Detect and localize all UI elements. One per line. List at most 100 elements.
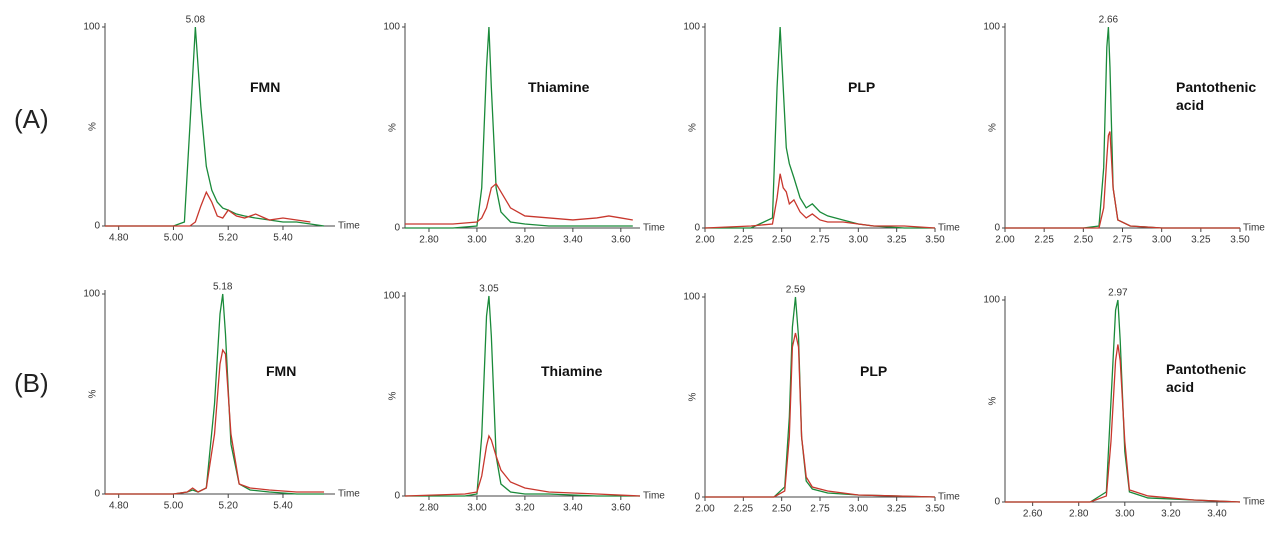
y-tick-label: 0 bbox=[694, 492, 700, 503]
x-tick-label: 3.60 bbox=[611, 235, 631, 246]
x-tick-label: 3.50 bbox=[925, 235, 945, 246]
x-tick-label: 5.20 bbox=[218, 501, 238, 512]
y-axis-label: % bbox=[388, 391, 399, 400]
x-axis-label: Time bbox=[643, 223, 665, 234]
y-tick-label: 100 bbox=[683, 292, 700, 303]
x-tick-label: 2.75 bbox=[810, 504, 830, 515]
x-tick-label: 3.00 bbox=[849, 235, 869, 246]
x-tick-label: 5.40 bbox=[273, 233, 293, 244]
series-line bbox=[105, 190, 311, 227]
y-tick-label: 0 bbox=[994, 497, 1000, 508]
x-tick-label: 3.20 bbox=[1161, 509, 1181, 520]
y-axis-label: % bbox=[988, 123, 999, 132]
y-tick-label: 100 bbox=[83, 289, 100, 300]
chart-title: PLP bbox=[848, 79, 876, 95]
x-tick-label: 3.00 bbox=[1152, 235, 1172, 246]
x-axis-label: Time bbox=[938, 492, 960, 503]
series-line bbox=[405, 182, 633, 225]
series-line bbox=[405, 26, 633, 229]
series-line bbox=[105, 26, 325, 227]
peak-label: 5.08 bbox=[186, 15, 206, 26]
series-line bbox=[705, 332, 936, 498]
peak-label: 3.05 bbox=[479, 284, 499, 295]
x-axis-label: Time bbox=[938, 223, 960, 234]
series-line bbox=[704, 173, 936, 229]
y-tick-label: 0 bbox=[694, 223, 700, 234]
x-tick-label: 2.00 bbox=[995, 235, 1015, 246]
chart-title: Thiamine bbox=[528, 79, 590, 95]
x-tick-label: 3.40 bbox=[563, 503, 583, 514]
x-tick-label: 3.60 bbox=[611, 503, 631, 514]
x-tick-label: 2.50 bbox=[1074, 235, 1094, 246]
x-axis-label: Time bbox=[1243, 223, 1265, 234]
x-tick-label: 2.25 bbox=[734, 504, 754, 515]
y-tick-label: 100 bbox=[383, 291, 400, 302]
series-line bbox=[705, 26, 935, 229]
x-tick-label: 3.50 bbox=[1230, 235, 1250, 246]
x-tick-label: 2.80 bbox=[419, 235, 439, 246]
y-tick-label: 100 bbox=[983, 22, 1000, 33]
x-tick-label: 4.80 bbox=[109, 501, 129, 512]
x-tick-label: 3.40 bbox=[1207, 509, 1227, 520]
peak-label: 5.18 bbox=[213, 282, 233, 293]
x-tick-label: 5.40 bbox=[273, 501, 293, 512]
x-tick-label: 2.75 bbox=[1113, 235, 1133, 246]
chart-title: Thiamine bbox=[541, 363, 603, 379]
x-tick-label: 3.00 bbox=[1115, 509, 1135, 520]
series-line bbox=[1005, 344, 1241, 503]
y-tick-label: 100 bbox=[83, 22, 100, 33]
series-line bbox=[1005, 26, 1240, 229]
peak-label: 2.97 bbox=[1108, 288, 1128, 299]
y-tick-label: 0 bbox=[94, 489, 100, 500]
series-line bbox=[105, 348, 325, 495]
x-tick-label: 3.20 bbox=[515, 235, 535, 246]
x-tick-label: 3.25 bbox=[1191, 235, 1211, 246]
y-tick-label: 100 bbox=[683, 22, 700, 33]
y-axis-label: % bbox=[88, 122, 99, 131]
x-axis-label: Time bbox=[643, 491, 665, 502]
series-line bbox=[1005, 299, 1241, 503]
x-tick-label: 3.00 bbox=[467, 503, 487, 514]
y-tick-label: 0 bbox=[994, 223, 1000, 234]
peak-label: 2.59 bbox=[786, 285, 806, 296]
y-axis-label: % bbox=[88, 389, 99, 398]
x-axis-label: Time bbox=[338, 489, 360, 500]
x-tick-label: 3.25 bbox=[887, 504, 907, 515]
x-axis-label: Time bbox=[1243, 497, 1265, 508]
x-tick-label: 2.25 bbox=[734, 235, 754, 246]
x-tick-label: 3.00 bbox=[467, 235, 487, 246]
chart-title: Pantothenic acid bbox=[1166, 361, 1247, 395]
peak-label: 2.66 bbox=[1099, 15, 1119, 26]
series-line bbox=[1005, 131, 1240, 229]
x-tick-label: 2.00 bbox=[695, 504, 715, 515]
y-axis-label: % bbox=[988, 396, 999, 405]
x-tick-label: 3.25 bbox=[887, 235, 907, 246]
y-tick-label: 0 bbox=[394, 491, 400, 502]
x-tick-label: 2.80 bbox=[419, 503, 439, 514]
x-tick-label: 5.00 bbox=[164, 501, 184, 512]
x-tick-label: 2.00 bbox=[695, 235, 715, 246]
x-tick-label: 3.50 bbox=[925, 504, 945, 515]
x-axis-label: Time bbox=[338, 221, 360, 232]
x-tick-label: 2.50 bbox=[772, 504, 792, 515]
chart-title: PLP bbox=[860, 363, 888, 379]
series-line bbox=[405, 295, 640, 497]
y-axis-label: % bbox=[688, 392, 699, 401]
x-tick-label: 2.25 bbox=[1034, 235, 1054, 246]
chart-title: FMN bbox=[266, 363, 297, 379]
series-line bbox=[105, 293, 325, 495]
x-tick-label: 3.00 bbox=[849, 504, 869, 515]
x-tick-label: 2.50 bbox=[772, 235, 792, 246]
y-tick-label: 100 bbox=[383, 22, 400, 33]
x-tick-label: 3.40 bbox=[563, 235, 583, 246]
x-tick-label: 2.80 bbox=[1069, 509, 1089, 520]
y-tick-label: 100 bbox=[983, 295, 1000, 306]
panel-label: (B) bbox=[14, 368, 49, 398]
x-tick-label: 4.80 bbox=[109, 233, 129, 244]
x-tick-label: 5.00 bbox=[164, 233, 184, 244]
series-line bbox=[705, 296, 936, 498]
y-axis-label: % bbox=[688, 123, 699, 132]
series-line bbox=[404, 434, 641, 497]
